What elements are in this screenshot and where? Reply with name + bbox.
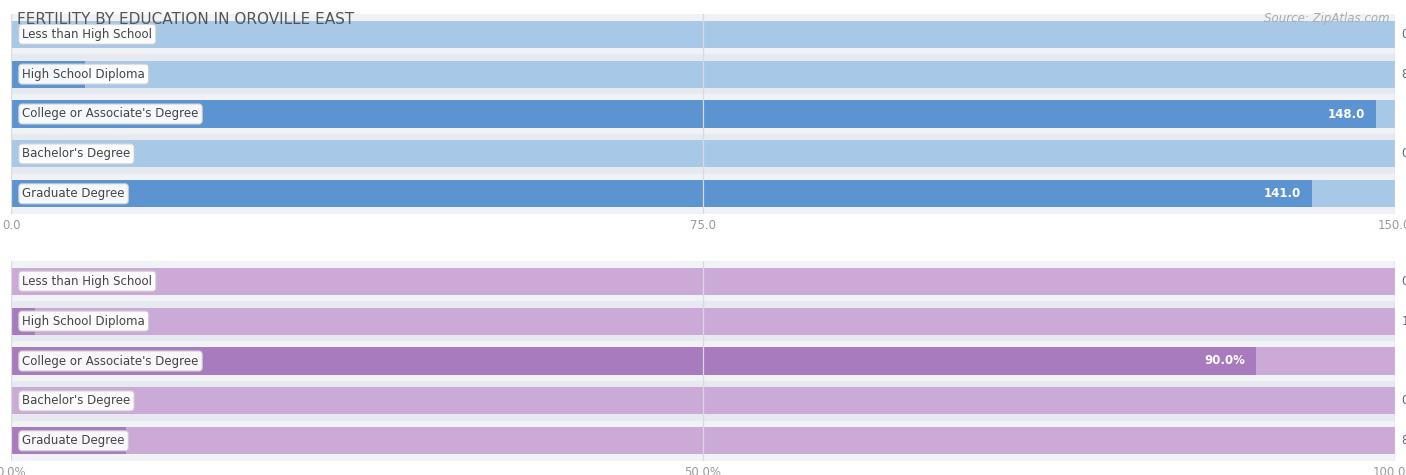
Bar	[11, 387, 1395, 415]
Text: 8.0: 8.0	[1402, 67, 1406, 81]
Bar	[11, 180, 1312, 208]
Bar	[11, 174, 1395, 214]
Bar	[11, 307, 1395, 335]
Bar	[11, 140, 1395, 168]
Text: 148.0: 148.0	[1327, 107, 1365, 121]
Bar	[11, 267, 1395, 295]
Text: 0.0: 0.0	[1402, 28, 1406, 41]
Text: Bachelor's Degree: Bachelor's Degree	[22, 147, 131, 161]
Text: 1.7%: 1.7%	[1402, 314, 1406, 328]
Bar	[11, 347, 1257, 375]
Bar	[11, 381, 1395, 421]
Text: Graduate Degree: Graduate Degree	[22, 434, 125, 447]
Text: College or Associate's Degree: College or Associate's Degree	[22, 107, 198, 121]
Bar	[11, 427, 1395, 455]
Text: High School Diploma: High School Diploma	[22, 67, 145, 81]
Text: Source: ZipAtlas.com: Source: ZipAtlas.com	[1264, 12, 1389, 25]
Bar	[11, 54, 1395, 94]
Text: 0.0%: 0.0%	[1402, 394, 1406, 408]
Text: 0.0%: 0.0%	[1402, 275, 1406, 288]
Bar	[11, 421, 1395, 461]
Bar	[11, 14, 1395, 54]
Text: Less than High School: Less than High School	[22, 275, 152, 288]
Bar	[11, 100, 1395, 128]
Bar	[11, 60, 1395, 88]
Text: Bachelor's Degree: Bachelor's Degree	[22, 394, 131, 408]
Bar	[11, 60, 84, 88]
Text: 0.0: 0.0	[1402, 147, 1406, 161]
Bar	[11, 134, 1395, 174]
Text: College or Associate's Degree: College or Associate's Degree	[22, 354, 198, 368]
Bar	[11, 307, 35, 335]
Text: 141.0: 141.0	[1264, 187, 1301, 200]
Text: 8.3%: 8.3%	[1402, 434, 1406, 447]
Bar	[11, 180, 1395, 208]
Bar	[11, 427, 127, 455]
Bar	[11, 100, 1376, 128]
Bar	[11, 261, 1395, 301]
Text: FERTILITY BY EDUCATION IN OROVILLE EAST: FERTILITY BY EDUCATION IN OROVILLE EAST	[17, 12, 354, 27]
Bar	[11, 20, 1395, 48]
Text: Less than High School: Less than High School	[22, 28, 152, 41]
Text: Graduate Degree: Graduate Degree	[22, 187, 125, 200]
Text: High School Diploma: High School Diploma	[22, 314, 145, 328]
Bar	[11, 94, 1395, 134]
Bar	[11, 347, 1395, 375]
Bar	[11, 301, 1395, 341]
Bar	[11, 341, 1395, 381]
Text: 90.0%: 90.0%	[1205, 354, 1246, 368]
